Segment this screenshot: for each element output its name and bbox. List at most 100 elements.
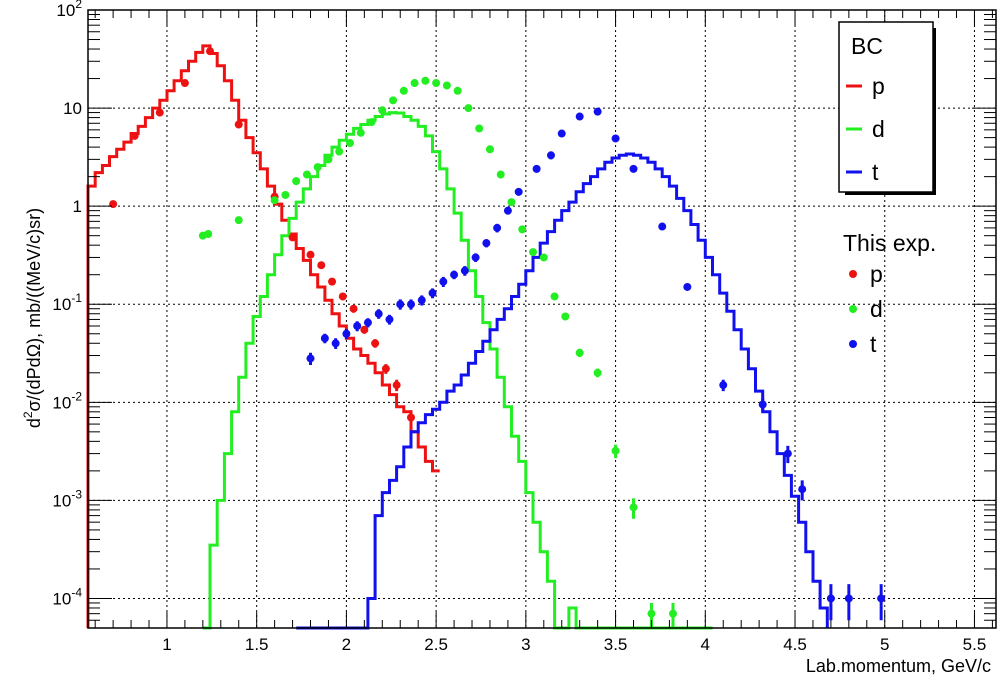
marker-p <box>317 261 326 270</box>
marker-d <box>529 248 538 257</box>
legend-box <box>838 21 934 193</box>
data-point-d <box>464 104 473 113</box>
marker-t <box>514 187 523 196</box>
marker-t <box>374 309 383 318</box>
y-tick-label: 102 <box>56 0 82 20</box>
data-point-t <box>593 107 602 116</box>
data-point-t <box>758 398 767 412</box>
data-point-d <box>270 196 279 205</box>
marker-t <box>439 277 448 286</box>
marker-p <box>360 325 369 334</box>
data-point-d <box>507 198 516 207</box>
marker-t <box>532 164 541 173</box>
data-point-p <box>306 250 315 259</box>
y-tick-exponent: -1 <box>71 291 82 305</box>
marker-t <box>575 112 584 121</box>
x-tick-label: 4.5 <box>783 635 807 654</box>
marker-t <box>471 253 480 262</box>
marker-t <box>611 134 620 143</box>
data-point-t <box>683 282 692 291</box>
data-point-d <box>432 79 441 88</box>
legend-point-p-label: p <box>870 261 883 287</box>
marker-d <box>611 446 620 455</box>
y-tick-base: 10 <box>56 1 75 20</box>
data-point-p <box>371 339 380 348</box>
data-point-d <box>378 106 387 115</box>
marker-t <box>320 334 329 343</box>
y-tick-label: 10 <box>63 99 82 118</box>
marker-t <box>658 222 667 231</box>
marker-d <box>496 170 505 179</box>
legend-point-t-label: t <box>870 331 877 357</box>
marker-d <box>561 312 570 321</box>
marker-t <box>342 329 351 338</box>
y-tick-label: 10-4 <box>52 585 82 608</box>
data-point-t <box>363 318 372 328</box>
y-tick-label: 1 <box>73 197 82 216</box>
data-point-d <box>611 444 620 459</box>
data-point-t <box>428 288 437 299</box>
marker-d <box>629 503 638 512</box>
marker-p <box>288 233 297 242</box>
marker-t <box>407 300 416 309</box>
marker-d <box>324 155 333 164</box>
data-point-d <box>442 81 451 90</box>
legend-line-p-label: p <box>872 73 885 99</box>
data-point-t <box>396 299 405 310</box>
marker-d <box>302 170 311 179</box>
y-tick-base: 10 <box>52 295 71 314</box>
data-point-d <box>410 79 419 88</box>
data-point-t <box>342 328 351 340</box>
data-point-t <box>783 445 792 464</box>
data-point-t <box>471 253 480 262</box>
data-point-p <box>328 277 337 286</box>
marker-t <box>557 129 566 138</box>
y-tick-base: 10 <box>52 491 71 510</box>
data-point-d <box>668 602 677 628</box>
x-tick-label: 5.5 <box>963 635 987 654</box>
data-point-t <box>658 222 667 231</box>
legend-point-t-swatch <box>849 340 857 348</box>
data-point-t <box>407 299 416 310</box>
data-point-t <box>320 333 329 344</box>
marker-p <box>371 339 380 348</box>
marker-t <box>683 282 692 291</box>
data-point-t <box>374 309 383 319</box>
data-point-t <box>417 295 426 306</box>
data-point-t <box>557 129 566 138</box>
marker-p <box>328 277 337 286</box>
marker-p <box>381 364 390 373</box>
data-point-t <box>514 187 523 196</box>
marker-p <box>306 250 315 259</box>
data-point-d <box>367 118 376 127</box>
marker-d <box>550 292 559 301</box>
marker-t <box>877 594 886 603</box>
marker-d <box>647 609 656 618</box>
marker-d <box>518 225 527 234</box>
data-point-t <box>503 206 512 215</box>
marker-t <box>783 449 792 458</box>
data-point-p <box>180 79 189 88</box>
data-point-t <box>532 164 541 173</box>
marker-d <box>575 348 584 357</box>
data-point-d <box>234 216 243 225</box>
marker-d <box>234 216 243 225</box>
marker-t <box>353 321 362 330</box>
marker-t <box>593 107 602 116</box>
data-point-p <box>317 261 326 270</box>
data-point-p <box>288 233 297 242</box>
y-tick-base: 10 <box>52 393 71 412</box>
y-axis-label-part-a: d <box>24 418 44 428</box>
data-point-d <box>453 86 462 95</box>
y-tick-label: 10-2 <box>52 389 82 412</box>
marker-d <box>442 81 451 90</box>
data-point-p <box>155 108 164 117</box>
data-point-t <box>385 314 394 325</box>
data-point-d <box>593 368 602 378</box>
marker-d <box>313 163 322 172</box>
marker-t <box>428 289 437 298</box>
legend-points-title: This exp. <box>843 230 936 256</box>
data-point-d <box>281 190 290 199</box>
y-tick-exponent: -2 <box>71 389 82 403</box>
